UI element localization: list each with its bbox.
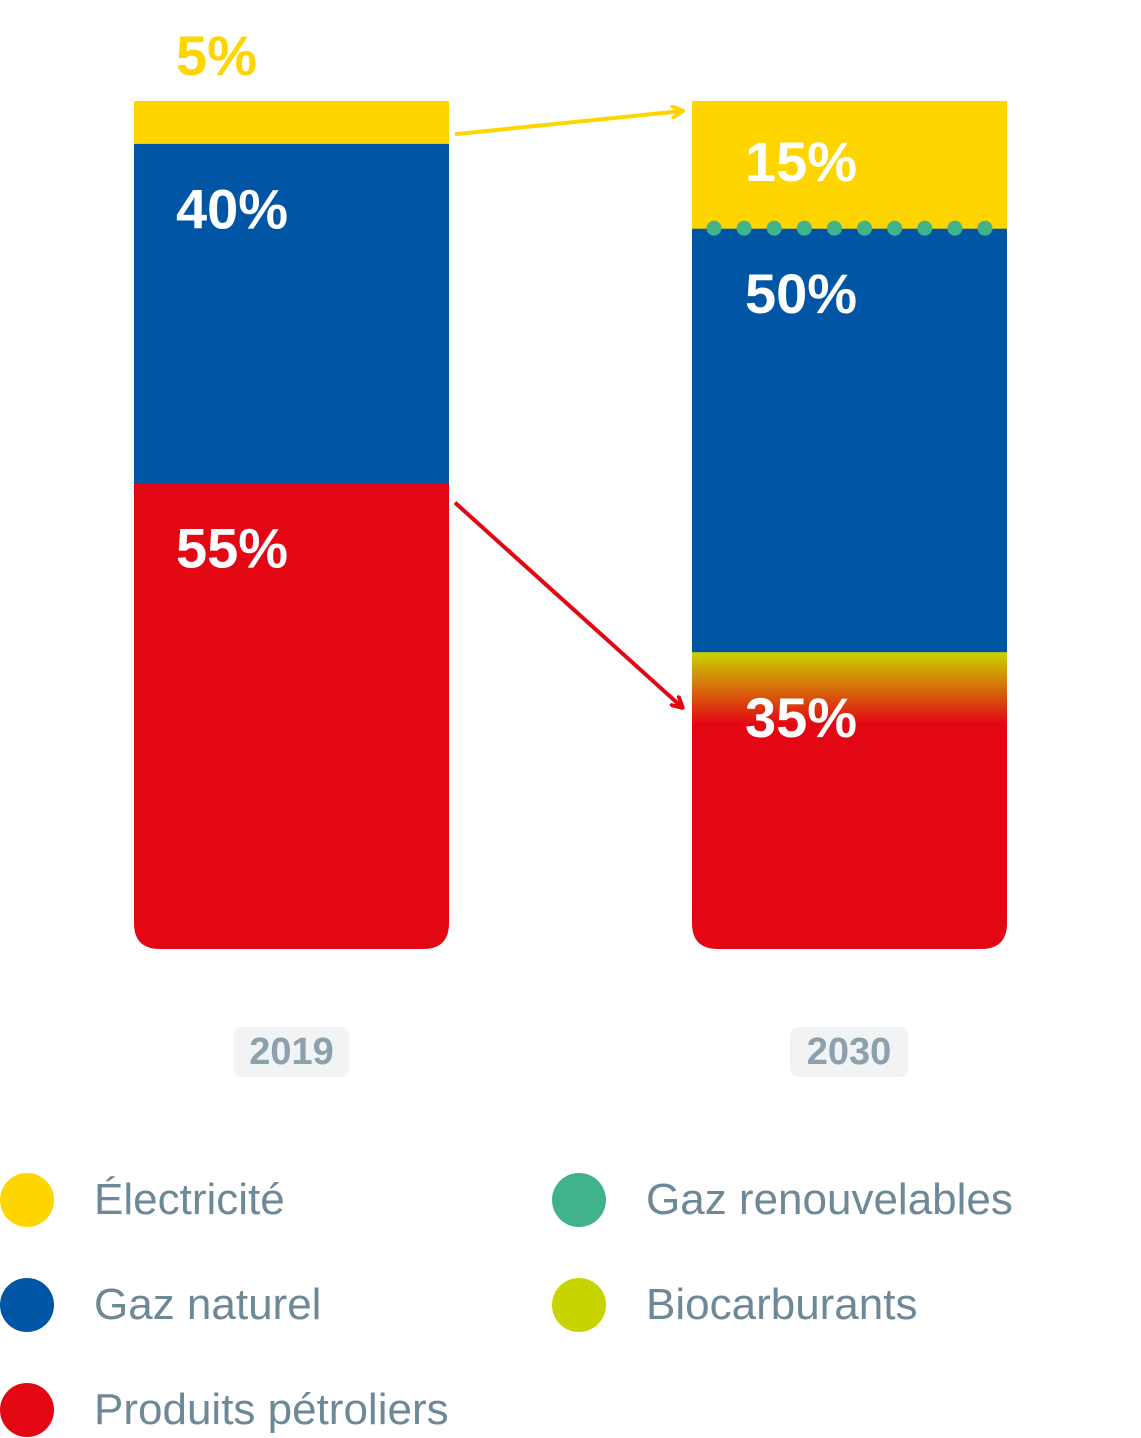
- produits-petroliers-trend-arrow: [453, 501, 682, 708]
- data-label-gaz-naturel-2019: 40%: [176, 177, 288, 240]
- x-tick-label-2030: 2030: [790, 1027, 908, 1077]
- legend-item-electricite: Électricité: [0, 1172, 285, 1228]
- legend-swatch-gaz-naturel: [0, 1278, 54, 1332]
- legend-label-electricite: Électricité: [94, 1175, 285, 1224]
- legend-item-produits-petroliers: Produits pétroliers: [0, 1382, 449, 1438]
- gaz-renouvelables-dot: [917, 220, 933, 236]
- gaz-renouvelables-dot: [796, 220, 812, 236]
- legend-swatch-produits-petroliers: [0, 1383, 54, 1437]
- legend-label-biocarburants: Biocarburants: [646, 1280, 918, 1329]
- electricite-trend-arrow: [454, 111, 682, 137]
- bar-segment-produits-petroliers-2030: [692, 652, 1007, 949]
- legend: Électricité Gaz renouvelables Gaz nature…: [0, 1150, 1141, 1438]
- biocarburants-gradient-band-2030: [692, 652, 1007, 725]
- legend-item-gaz-naturel: Gaz naturel: [0, 1277, 321, 1333]
- gaz-renouvelables-dot: [947, 220, 963, 236]
- legend-swatch-biocarburants: [552, 1278, 606, 1332]
- gaz-renouvelables-dot: [766, 220, 782, 236]
- gaz-renouvelables-dot: [977, 220, 993, 236]
- legend-swatch-gaz-renouvelables: [552, 1173, 606, 1227]
- data-label-electricite-2019: 5%: [176, 24, 257, 87]
- gaz-renouvelables-dot: [736, 220, 752, 236]
- legend-label-gaz-naturel: Gaz naturel: [94, 1280, 322, 1329]
- x-tick-label-2019: 2019: [234, 1027, 349, 1077]
- bar-segment-gaz-naturel-2019: [134, 143, 449, 484]
- legend-item-biocarburants: Biocarburants: [552, 1277, 917, 1333]
- gaz-renouvelables-dot: [826, 220, 842, 236]
- gaz-renouvelables-dot: [887, 220, 903, 236]
- data-label-gaz-naturel-2030: 50%: [745, 262, 857, 325]
- bar-segment-electricite-2019: [134, 101, 449, 144]
- bar-segment-produits-petroliers-2019: [134, 482, 449, 949]
- legend-label-gaz-renouvelables: Gaz renouvelables: [646, 1175, 1013, 1224]
- bar-segment-electricite-2030: [692, 101, 1007, 229]
- gaz-renouvelables-dot: [706, 220, 722, 236]
- legend-label-produits-petroliers: Produits pétroliers: [94, 1385, 449, 1434]
- legend-item-gaz-renouvelables: Gaz renouvelables: [552, 1172, 1013, 1228]
- data-label-electricite-2030: 15%: [745, 130, 857, 193]
- stacked-bar-chart: 55% 40% 5% 35% 50% 15%: [134, 24, 1007, 949]
- data-label-produits-petroliers-2030: 35%: [745, 686, 857, 749]
- bar-segment-gaz-naturel-2030: [692, 228, 1007, 653]
- legend-swatch-electricite: [0, 1173, 54, 1227]
- data-label-produits-petroliers-2019: 55%: [176, 517, 288, 580]
- gaz-renouvelables-dot: [857, 220, 873, 236]
